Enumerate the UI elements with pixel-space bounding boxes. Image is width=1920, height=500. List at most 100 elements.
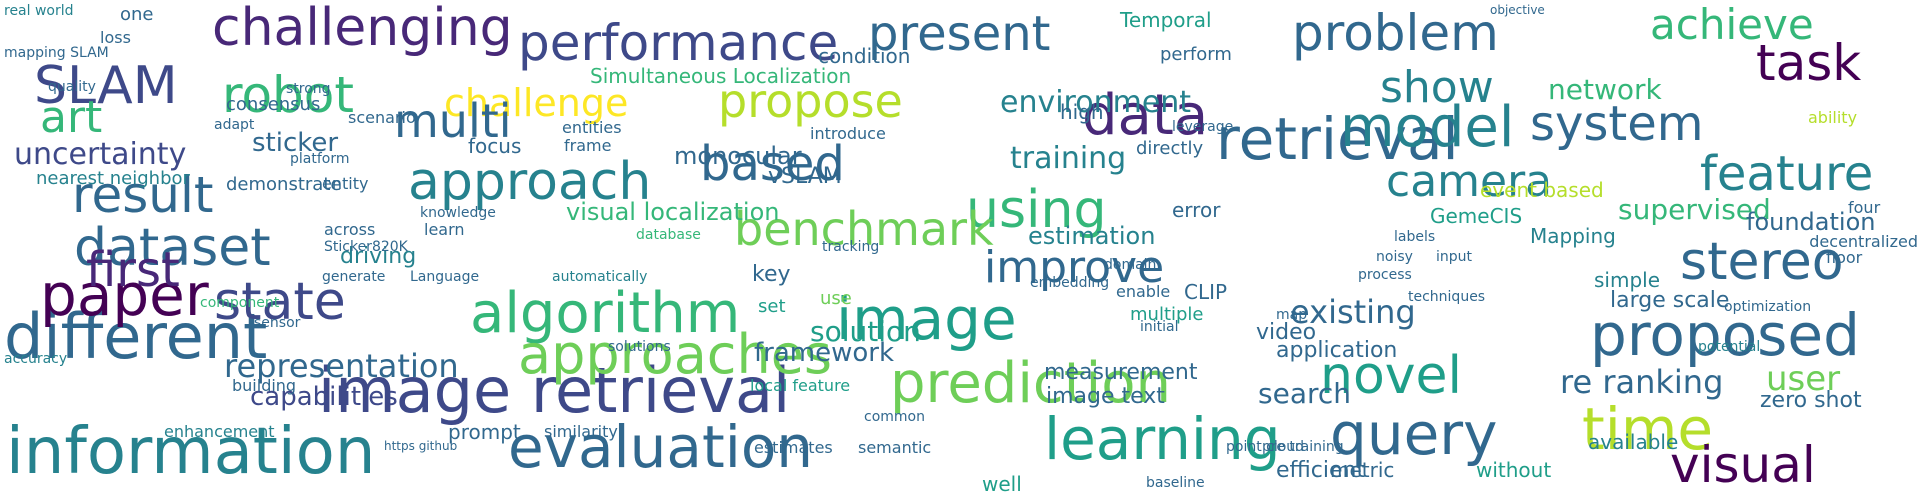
word: training: [1010, 141, 1127, 176]
word: accuracy: [4, 351, 68, 367]
word: key: [752, 262, 791, 287]
word: query: [1330, 400, 1498, 468]
word: re ranking: [1560, 363, 1724, 401]
word: floor: [1826, 248, 1863, 267]
word: art: [40, 92, 103, 143]
word: retrieval: [1216, 105, 1459, 173]
word: approaches: [518, 323, 833, 386]
word: camera: [1386, 156, 1553, 207]
word: optimization: [1724, 299, 1812, 315]
word: process: [1358, 267, 1412, 283]
word: driving: [340, 244, 417, 269]
word: initial: [1140, 319, 1179, 335]
word: performance: [518, 14, 839, 72]
word: monocular: [674, 142, 802, 170]
word: ability: [1808, 108, 1858, 127]
word: labels: [1394, 229, 1436, 245]
word: baseline: [1146, 475, 1205, 491]
word: network: [1548, 73, 1662, 106]
word: well: [982, 472, 1022, 496]
word: techniques: [1408, 289, 1486, 305]
word: Simultaneous Localization: [590, 64, 852, 88]
word: solution: [810, 315, 921, 348]
word: image text: [1046, 384, 1165, 409]
word: dataset: [74, 218, 271, 278]
word: https github: [384, 439, 458, 453]
word: high: [1060, 100, 1104, 124]
word: metric: [1330, 458, 1395, 482]
word: SLAM: [34, 56, 178, 116]
word: system: [1530, 96, 1704, 152]
word: information: [6, 415, 376, 489]
word: CLIP: [1184, 280, 1228, 304]
word: semantic: [858, 438, 932, 457]
word: loss: [100, 28, 131, 47]
word: framework: [754, 338, 895, 368]
word: efficient: [1276, 458, 1366, 483]
word: scenario: [348, 108, 416, 127]
word: challenge: [444, 81, 629, 125]
word: tracking: [822, 239, 880, 255]
word: user: [1766, 359, 1841, 399]
word: benchmark: [734, 202, 994, 256]
word: first: [86, 242, 180, 298]
word: result: [72, 166, 214, 224]
word: input: [1436, 249, 1473, 265]
word: point cloud: [1226, 439, 1305, 455]
word: algorithm: [470, 281, 741, 346]
word: time: [1582, 395, 1714, 463]
word: noisy: [1376, 249, 1413, 265]
word: task: [1756, 34, 1862, 92]
word: without: [1476, 458, 1552, 482]
word: entities: [562, 118, 622, 137]
word: uncertainty: [14, 137, 187, 172]
word: improve: [984, 242, 1165, 293]
word: common: [864, 409, 925, 425]
word: decentralized: [1809, 232, 1918, 251]
word: Mapping: [1530, 224, 1616, 248]
word: estimation: [1028, 222, 1156, 250]
word: event based: [1480, 178, 1604, 202]
word: entity: [322, 174, 369, 193]
word: zero shot: [1760, 388, 1862, 413]
word: frame: [564, 136, 612, 155]
word: quality: [48, 79, 96, 95]
word: focus: [468, 134, 522, 158]
word: different: [4, 300, 268, 373]
word: demonstrate: [226, 174, 342, 195]
word: perform: [1160, 44, 1232, 65]
word: large scale: [1610, 288, 1730, 313]
word: building: [232, 376, 297, 395]
word: show: [1380, 62, 1494, 113]
word: problem: [1292, 4, 1499, 62]
word: mapping SLAM: [4, 45, 109, 61]
word: solutions: [608, 339, 671, 355]
word: visual: [1670, 436, 1816, 494]
word: capabilities: [250, 382, 398, 412]
word: Temporal: [1120, 8, 1212, 32]
word: using: [966, 180, 1107, 240]
word: generate: [322, 269, 386, 285]
word: leverage: [1172, 119, 1234, 135]
word: challenging: [212, 0, 513, 58]
word: novel: [1320, 346, 1462, 406]
word: achieve: [1650, 0, 1814, 49]
word: across: [324, 220, 376, 239]
word: data: [1082, 83, 1209, 148]
word: error: [1172, 198, 1221, 222]
word: platform: [290, 151, 350, 167]
word: set: [758, 296, 786, 317]
word: search: [1258, 377, 1352, 410]
word: one: [120, 4, 154, 25]
word: four: [1848, 198, 1881, 217]
word: Language: [410, 269, 480, 285]
word: foundation: [1746, 208, 1876, 236]
word: present: [868, 6, 1051, 62]
word: potential: [1698, 339, 1761, 355]
word: application: [1276, 338, 1398, 363]
word: directly: [1136, 138, 1204, 159]
word: representation: [224, 347, 459, 385]
word: image: [836, 285, 1017, 353]
word: estimates: [754, 438, 833, 457]
word: nearest neighbor: [36, 168, 190, 189]
